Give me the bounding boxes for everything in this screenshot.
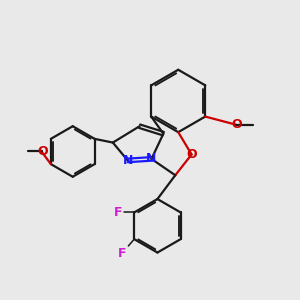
Text: N: N [146,152,157,165]
Text: F: F [118,247,127,260]
Text: O: O [231,118,242,131]
Text: O: O [38,145,48,158]
Text: F: F [114,206,122,219]
Text: O: O [186,148,197,161]
Text: N: N [122,154,133,167]
